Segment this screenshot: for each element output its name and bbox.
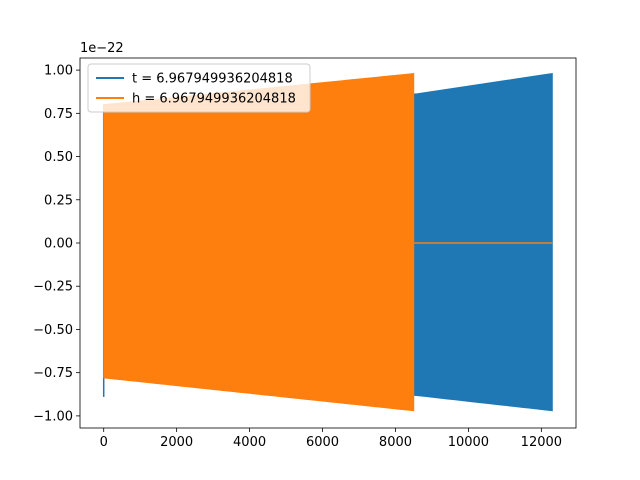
x-tick-label: 0 [100,435,108,450]
x-tick-label: 4000 [233,435,266,450]
x-tick-label: 2000 [160,435,193,450]
y-tick-label: 0.25 [44,193,73,208]
legend-label-1: t = 6.967949936204818 [132,72,293,87]
legend: t = 6.967949936204818 h = 6.9679499362048… [87,63,311,113]
y-tick-label: 0.75 [44,107,73,122]
y-tick-label: −1.00 [33,409,73,424]
y-tick-label: 1.00 [44,64,73,79]
y-offset-label: 1e−22 [80,41,124,56]
x-tick-label: 8000 [379,435,412,450]
axes-layer: 0 2000 4000 6000 8000 10000 12000 1.00 0.75 0.50 0… [33,57,577,450]
legend-box [87,63,311,113]
y-tick-label: −0.75 [33,366,73,381]
x-tick-label: 6000 [306,435,339,450]
x-tick-label: 12000 [521,435,562,450]
legend-label-2: h = 6.967949936204818 [132,92,296,107]
y-tick-label: 0.50 [44,150,73,165]
y-tick-label: −0.25 [33,280,73,295]
series-2-band [103,73,415,412]
x-tick-label: 10000 [448,435,489,450]
y-tick-label: −0.50 [33,323,73,338]
series-layer [102,72,553,412]
y-tick-label: 0.00 [44,237,73,252]
